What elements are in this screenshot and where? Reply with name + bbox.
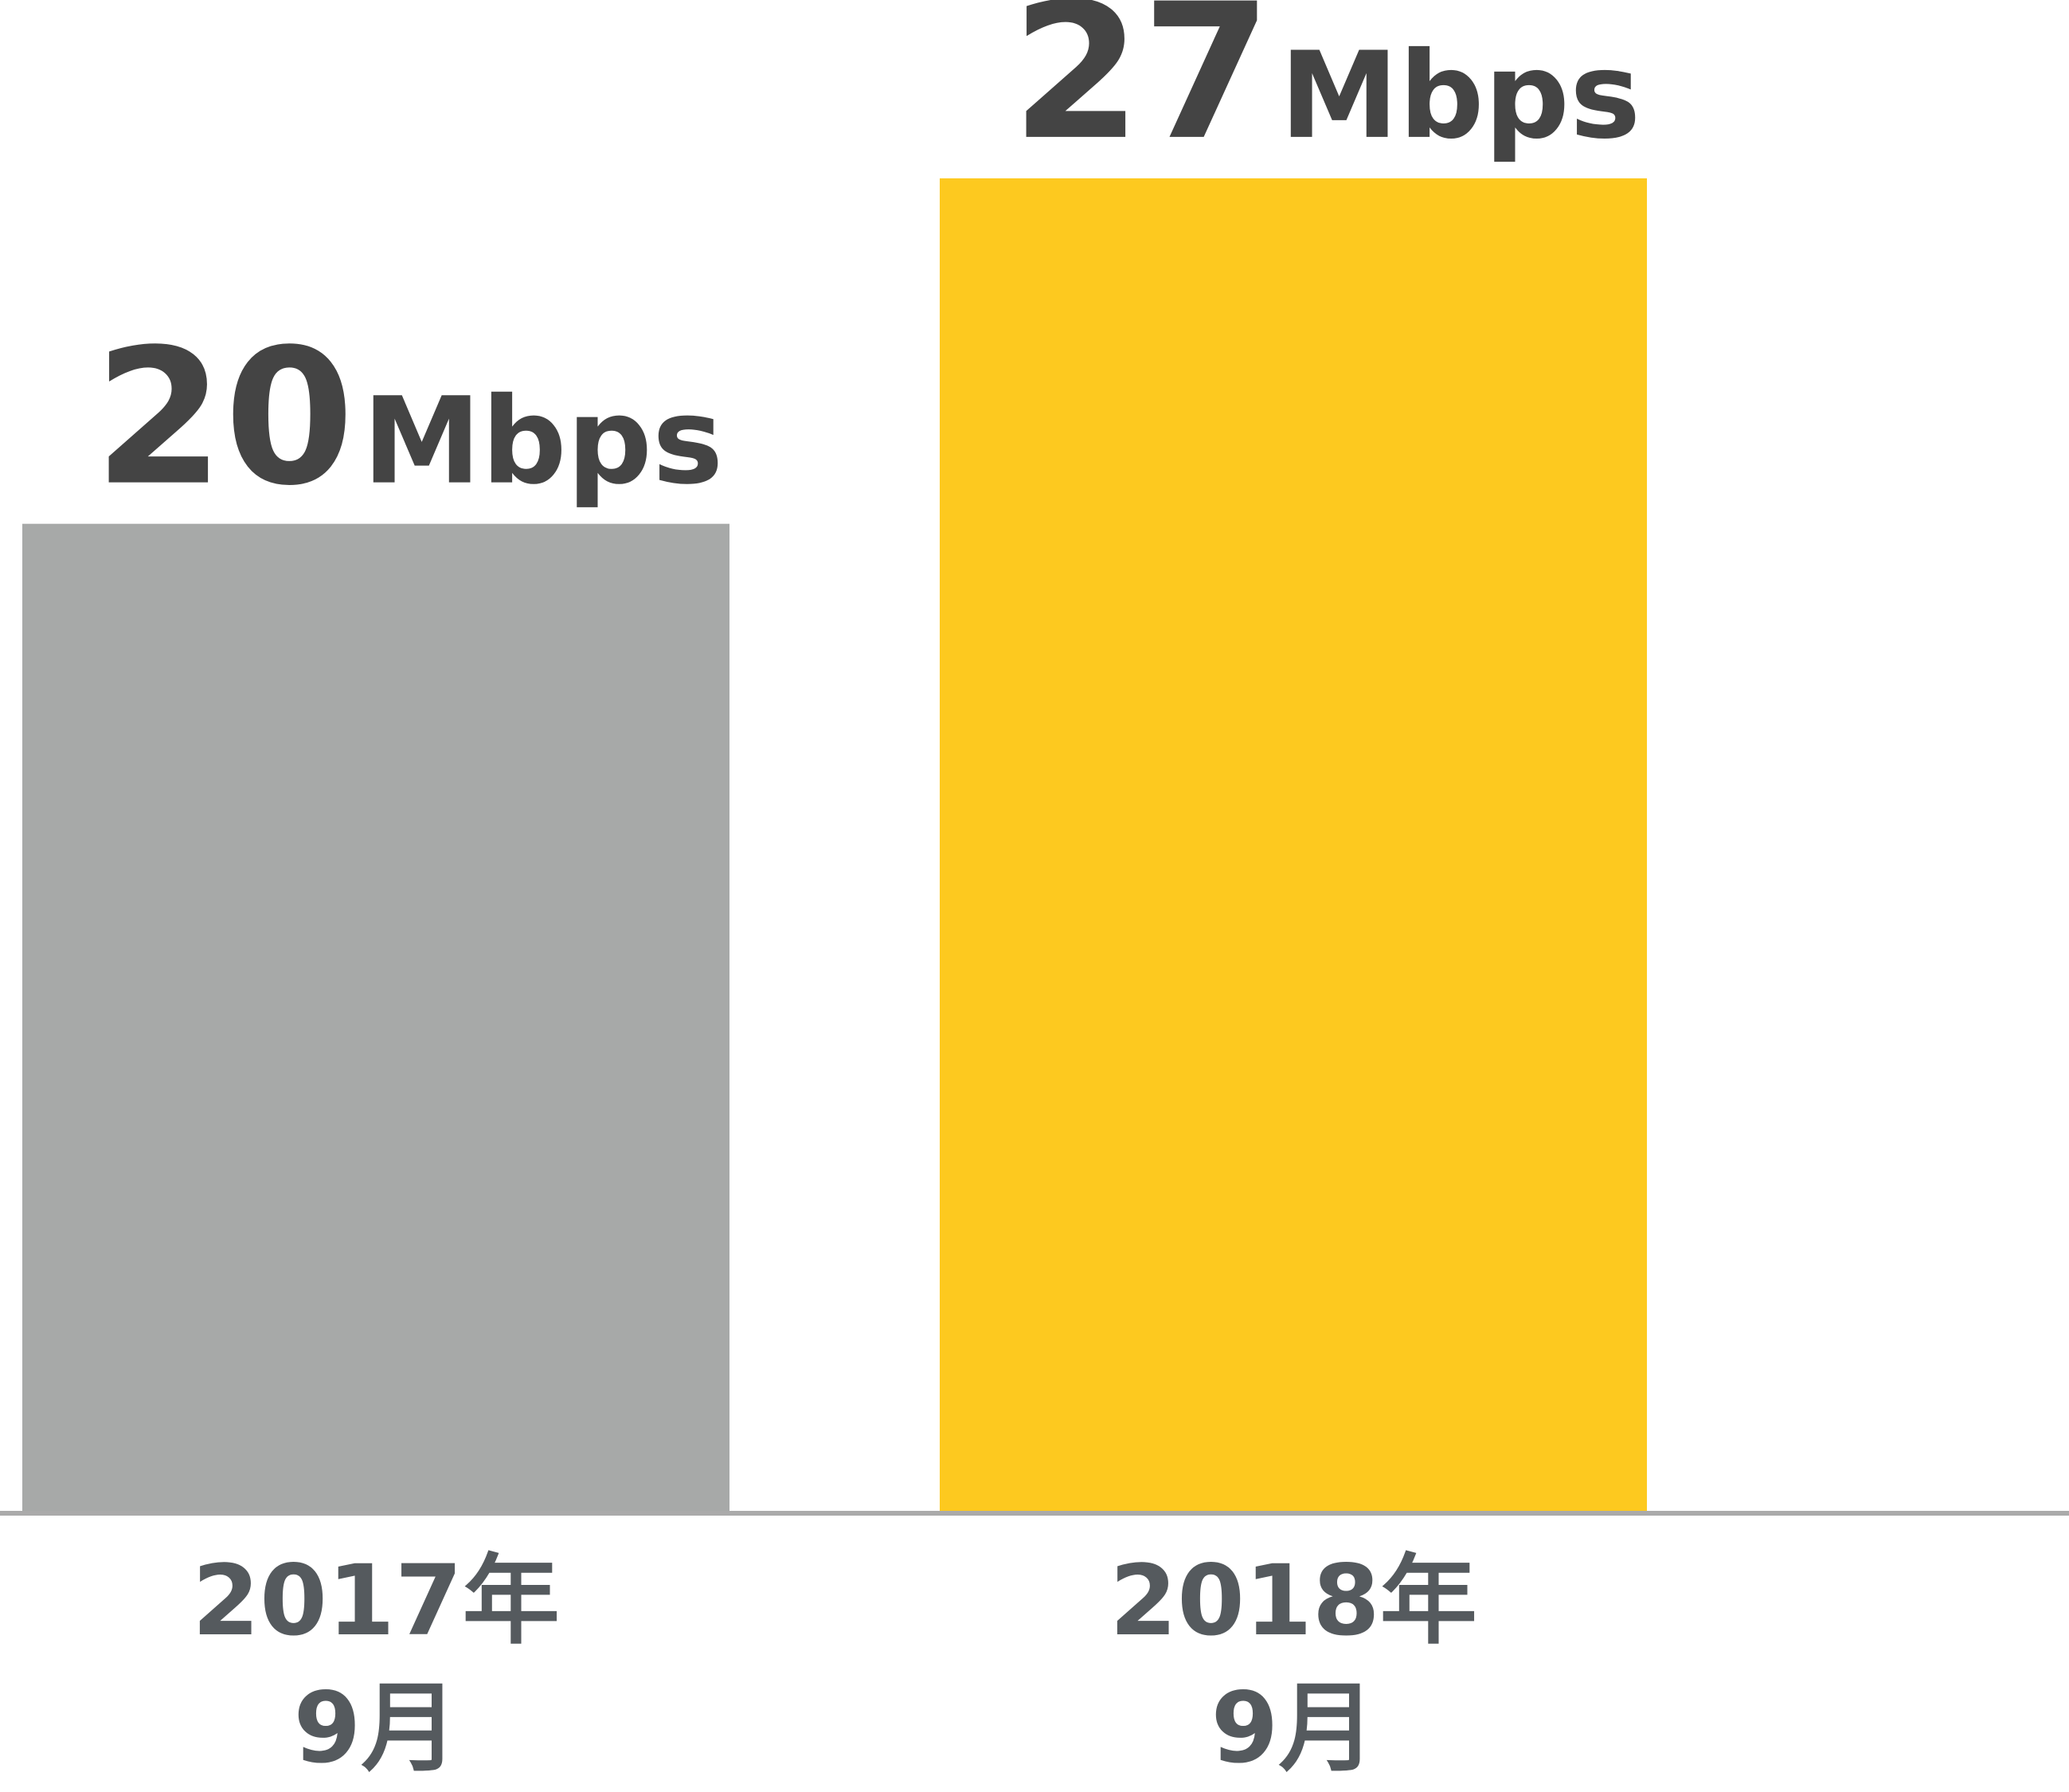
unit: Mbps [362,373,723,511]
data-label: 27Mbps [1011,0,1641,182]
value: 20 [94,310,354,527]
data-label: 20Mbps [94,310,723,527]
x-tick-label: 2018年 9月 [1109,1544,1477,1785]
value: 27 [1011,0,1272,182]
unit: Mbps [1280,27,1641,166]
bar [940,178,1647,1511]
bar [22,523,729,1511]
x-tick-label: 2017年 9月 [192,1544,560,1785]
